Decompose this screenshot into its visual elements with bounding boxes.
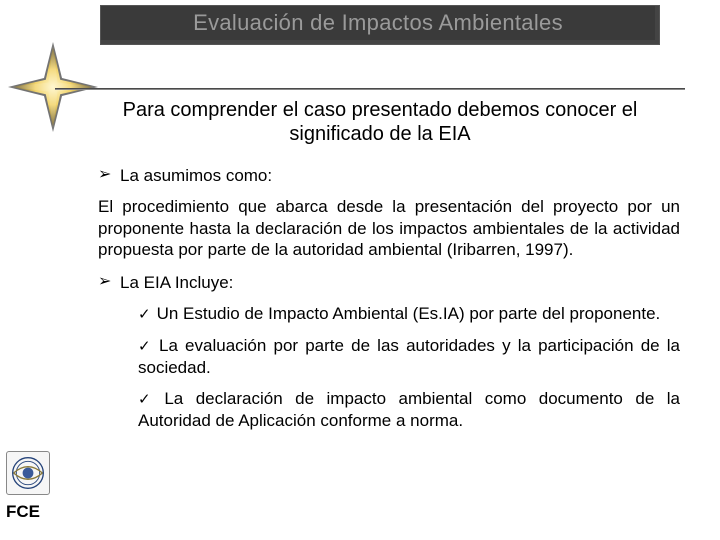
bullet-level2: ✓ Un Estudio de Impacto Ambiental (Es.IA)…	[138, 303, 680, 325]
institution-logo	[6, 451, 50, 495]
slide-title: Evaluación de Impactos Ambientales	[193, 10, 563, 36]
title-bar: Evaluación de Impactos Ambientales	[100, 5, 660, 45]
title-bar-inner: Evaluación de Impactos Ambientales	[101, 6, 655, 40]
arrow-bullet-icon: ➢	[98, 272, 120, 293]
bullet-level1: ➢ La EIA Incluye:	[98, 272, 680, 293]
bullet-text: La EIA Incluye:	[120, 272, 680, 293]
body-paragraph: El procedimiento que abarca desde la pre…	[98, 196, 680, 260]
bullet-text: La asumimos como:	[120, 165, 680, 186]
footer-label: FCE	[6, 502, 40, 522]
slide-subtitle: Para comprender el caso presentado debem…	[80, 98, 680, 146]
check-bullet-icon: ✓	[138, 391, 158, 408]
check-bullet-icon: ✓	[138, 306, 151, 323]
content-area: ➢ La asumimos como: El procedimiento que…	[98, 155, 680, 441]
bullet-text: La evaluación por parte de las autoridad…	[138, 336, 680, 377]
bullet-text: Un Estudio de Impacto Ambiental (Es.IA) …	[157, 304, 661, 323]
bullet-level2: ✓La evaluación por parte de las autorida…	[138, 335, 680, 378]
bullet-text: La declaración de impacto ambiental como…	[138, 389, 680, 430]
divider-line	[55, 88, 685, 90]
bullet-level2: ✓La declaración de impacto ambiental com…	[138, 388, 680, 431]
arrow-bullet-icon: ➢	[98, 165, 120, 186]
check-bullet-icon: ✓	[138, 338, 153, 355]
bullet-level1: ➢ La asumimos como:	[98, 165, 680, 186]
